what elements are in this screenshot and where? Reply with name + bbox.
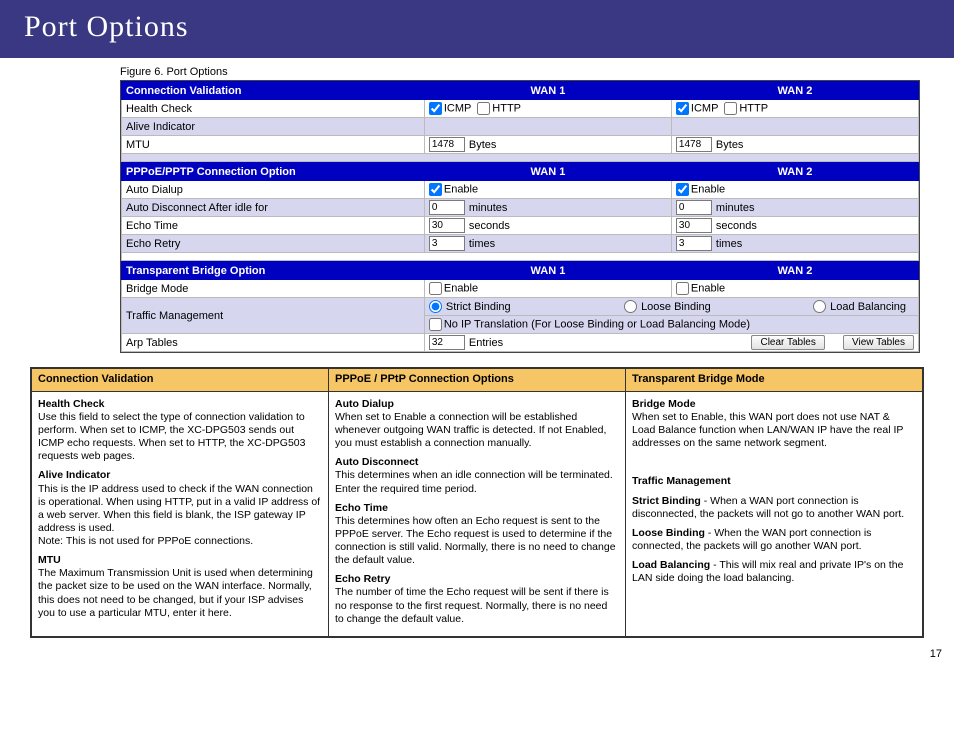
traffic-mgmt-label: Traffic Management <box>122 298 425 334</box>
bridge-wan2-checkbox[interactable] <box>676 282 689 295</box>
noip-checkbox[interactable] <box>429 318 442 331</box>
section-label: PPPoE/PPTP Connection Option <box>122 163 425 181</box>
config-panel: Connection Validation WAN 1 WAN 2 Health… <box>120 80 920 353</box>
wan2-head: WAN 2 <box>671 262 918 280</box>
section-label: Connection Validation <box>122 82 425 100</box>
desc-col-c: Transparent Bridge Mode <box>626 369 923 392</box>
desc-col-a: Connection Validation <box>32 369 329 392</box>
figure-caption: Figure 6. Port Options <box>120 66 924 78</box>
description-panel: Connection Validation PPPoE / PPtP Conne… <box>30 367 924 638</box>
desc-conn: Health CheckUse this field to select the… <box>32 391 329 636</box>
connection-validation-table: Connection Validation WAN 1 WAN 2 Health… <box>121 81 919 162</box>
mtu-wan1-input[interactable] <box>429 137 465 152</box>
er-wan2-input[interactable] <box>676 236 712 251</box>
mtu-label: MTU <box>122 136 425 154</box>
dialup-wan2-checkbox[interactable] <box>676 183 689 196</box>
bridge-table: Transparent Bridge Option WAN 1 WAN 2 Br… <box>121 261 919 352</box>
mtu-wan2-input[interactable] <box>676 137 712 152</box>
disc-wan2-input[interactable] <box>676 200 712 215</box>
echo-retry-label: Echo Retry <box>122 235 425 253</box>
health-check-wan2: ICMP HTTP <box>671 100 918 118</box>
health-check-wan1: ICMP HTTP <box>424 100 671 118</box>
view-tables-button[interactable]: View Tables <box>843 335 914 350</box>
alive-indicator-wan1 <box>424 118 671 136</box>
wan2-head: WAN 2 <box>671 82 918 100</box>
auto-dialup-label: Auto Dialup <box>122 181 425 199</box>
icmp-wan1-checkbox[interactable] <box>429 102 442 115</box>
er-wan1-input[interactable] <box>429 236 465 251</box>
page-title: Port Options <box>0 0 954 58</box>
bridge-mode-label: Bridge Mode <box>122 280 425 298</box>
desc-bridge: Bridge ModeWhen set to Enable, this WAN … <box>626 391 923 636</box>
bridge-wan1-checkbox[interactable] <box>429 282 442 295</box>
content: Figure 6. Port Options Connection Valida… <box>0 58 954 644</box>
auto-disconnect-label: Auto Disconnect After idle for <box>122 199 425 217</box>
arp-tables-label: Arp Tables <box>122 334 425 352</box>
alive-indicator-label: Alive Indicator <box>122 118 425 136</box>
http-wan1-checkbox[interactable] <box>477 102 490 115</box>
health-check-label: Health Check <box>122 100 425 118</box>
wan2-head: WAN 2 <box>671 163 918 181</box>
page-number: 17 <box>0 644 954 660</box>
http-wan2-checkbox[interactable] <box>724 102 737 115</box>
echo-time-label: Echo Time <box>122 217 425 235</box>
wan1-head: WAN 1 <box>424 163 671 181</box>
disc-wan1-input[interactable] <box>429 200 465 215</box>
alive-indicator-wan2 <box>671 118 918 136</box>
mtu-wan2: Bytes <box>671 136 918 154</box>
section-label: Transparent Bridge Option <box>122 262 425 280</box>
wan1-head: WAN 1 <box>424 82 671 100</box>
strict-radio[interactable] <box>429 300 442 313</box>
dialup-wan1-checkbox[interactable] <box>429 183 442 196</box>
pppoe-table: PPPoE/PPTP Connection Option WAN 1 WAN 2… <box>121 162 919 261</box>
load-radio[interactable] <box>813 300 826 313</box>
wan1-head: WAN 1 <box>424 262 671 280</box>
loose-radio[interactable] <box>624 300 637 313</box>
clear-tables-button[interactable]: Clear Tables <box>751 335 824 350</box>
desc-pppoe: Auto DialupWhen set to Enable a connecti… <box>329 391 626 636</box>
et-wan1-input[interactable] <box>429 218 465 233</box>
et-wan2-input[interactable] <box>676 218 712 233</box>
desc-col-b: PPPoE / PPtP Connection Options <box>329 369 626 392</box>
mtu-wan1: Bytes <box>424 136 671 154</box>
arp-input[interactable] <box>429 335 465 350</box>
icmp-wan2-checkbox[interactable] <box>676 102 689 115</box>
